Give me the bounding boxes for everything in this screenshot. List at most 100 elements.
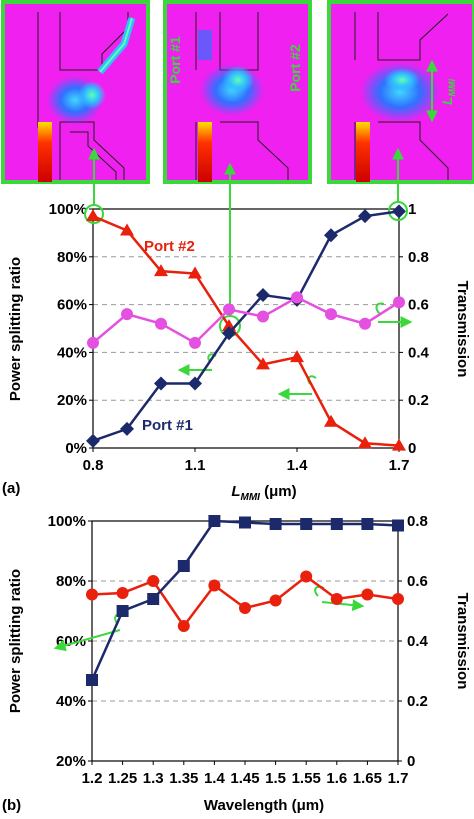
panel-a-xlabel-main: L (231, 483, 240, 500)
series-0-line (92, 215, 400, 447)
series-1-point (177, 560, 190, 572)
series-2-point (87, 336, 99, 349)
series-0-point (86, 588, 98, 601)
y-tick-label-left: 40% (57, 344, 87, 361)
y-tick-label-left: 0% (65, 440, 87, 457)
series-0-point (177, 620, 190, 632)
panel-b-annotations (56, 585, 362, 648)
y-tick-label-right: 0.6 (408, 297, 429, 314)
x-tick-label: 1.25 (108, 770, 137, 787)
series-0-point (392, 438, 406, 451)
y-tick-label-right: 0.4 (407, 633, 429, 650)
series-1-point (324, 228, 338, 243)
series-1-point (239, 516, 251, 529)
panel-b-series (86, 515, 404, 686)
panel-a-label: (a) (2, 480, 20, 497)
series-1-point (330, 518, 343, 530)
y-tick-label-right: 0.2 (408, 392, 429, 409)
series-0-point (116, 587, 129, 599)
series-0-point (300, 570, 313, 583)
x-tick-label: 1.7 (388, 770, 409, 787)
panel-a-series (86, 204, 406, 451)
y-tick-label-left: 100% (48, 513, 86, 530)
panel-a-annotations (84, 147, 410, 394)
panel-a-xlabel-unit: (μm) (260, 483, 297, 500)
series-1-point (392, 519, 404, 532)
series-0-point (154, 264, 168, 277)
x-tick-label: 1.65 (353, 770, 382, 787)
series-0-point (361, 588, 374, 601)
panel-b-xlabel: Wavelength (μm) (204, 797, 324, 814)
series-0-point (208, 579, 221, 592)
panel-a: 0% 20% 40% 60% 80% 100% 0 0.2 0.4 0.6 0.8 1 0.8 1.1 1.… (2, 147, 471, 503)
series-2-point (223, 303, 235, 316)
y-tick-label-left: 80% (56, 573, 86, 590)
y-tick-label-right: 0.2 (407, 693, 428, 710)
series-2-point (257, 310, 269, 323)
x-tick-label: 1.3 (143, 770, 164, 787)
series-0-point (256, 357, 270, 370)
y-tick-label-left: 40% (56, 693, 86, 710)
panel-b-ylabel-left: Power splitting ratio (7, 569, 24, 713)
series-2-line (92, 296, 400, 345)
y-tick-label-right: 0.8 (408, 249, 429, 266)
x-tick-label: 1.5 (265, 770, 286, 787)
panel-b-ticks: 20%40%60%80%100%00.20.40.60.81.2 1.25 1.3 1… (48, 513, 429, 787)
legend-port1: Port #1 (142, 417, 193, 434)
series-2-point (189, 336, 201, 349)
inset-port1-label: Port #1 (167, 36, 183, 84)
series-1-line (90, 519, 399, 681)
x-tick-label: 1.6 (326, 770, 347, 787)
panel-a-ticks: 0% 20% 40% 60% 80% 100% 0 0.2 0.4 0.6 0.8 1 0.8 1.1 1.… (49, 201, 430, 474)
panel-b-label: (b) (2, 797, 21, 814)
inset-lmmi-main: L (439, 96, 455, 105)
series-1-point (208, 515, 221, 527)
panel-a-xlabel: LMMI (μm) (231, 483, 296, 503)
y-tick-label-right: 0.6 (407, 573, 428, 590)
y-tick-label-left: 80% (57, 249, 87, 266)
series-0-point (86, 209, 100, 222)
y-tick-label-right: 0.8 (407, 513, 428, 530)
y-tick-label-right: 0.4 (408, 344, 430, 361)
series-2-point (291, 291, 303, 304)
series-0-point (330, 593, 343, 605)
series-2-point (155, 317, 167, 330)
series-1-point (120, 421, 134, 436)
series-2-point (121, 308, 133, 321)
series-2-point (325, 308, 337, 321)
x-tick-label: 1.4 (204, 770, 226, 787)
x-tick-label: 1.1 (185, 457, 206, 474)
panel-a-ylabel-left: Power splitting ratio (7, 257, 24, 401)
series-0-point (324, 414, 338, 427)
series-0-point (188, 266, 202, 279)
legend-port2: Port #2 (144, 238, 195, 255)
series-0-point (147, 575, 160, 587)
series-0-line (91, 574, 399, 629)
series-0-point (269, 594, 282, 607)
series-0-point (239, 602, 251, 614)
panel-a-xlabel-sub: MMI (241, 492, 261, 503)
inset-image-1 (1, 0, 150, 184)
inset-port2-label: Port #2 (287, 44, 303, 92)
series-1-point (86, 433, 100, 448)
series-1-point (86, 674, 98, 686)
axis-pointer-magenta (375, 302, 410, 322)
series-0-point (290, 350, 304, 363)
y-tick-label-left: 20% (56, 753, 86, 770)
y-tick-label-left: 20% (57, 392, 87, 409)
x-tick-label: 1.7 (389, 457, 410, 474)
y-tick-label-left: 60% (57, 297, 87, 314)
series-1-point (256, 288, 270, 303)
y-tick-label-right: 1 (408, 201, 416, 218)
inset-lmmi-sub: MMI (447, 78, 457, 96)
panel-b: 20%40%60%80%100%00.20.40.60.81.2 1.25 1.3 1… (2, 513, 471, 814)
x-tick-label: 1.4 (287, 457, 309, 474)
series-1-point (392, 204, 406, 219)
panel-b-ylabel-right: Transmission (454, 593, 471, 690)
series-1-point (222, 326, 236, 341)
x-tick-label: 1.35 (169, 770, 198, 787)
series-0-point (120, 223, 134, 236)
series-1-point (154, 376, 168, 391)
inset-image-2 (163, 0, 312, 184)
